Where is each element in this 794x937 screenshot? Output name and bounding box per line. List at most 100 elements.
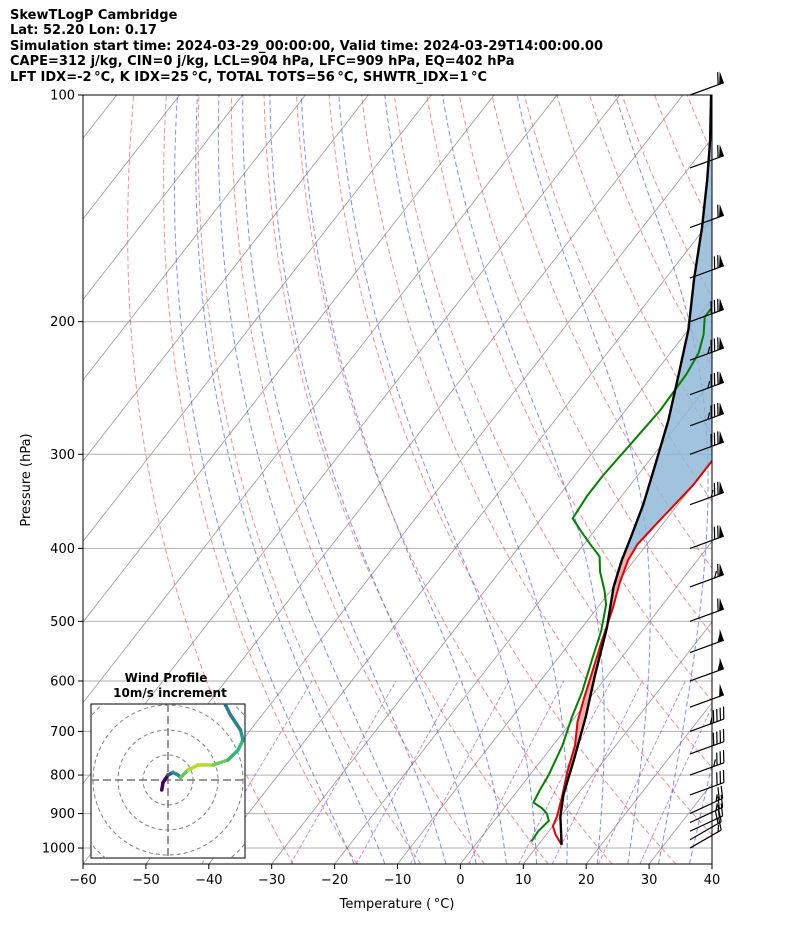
wind-barb	[689, 750, 725, 776]
isotherm-line	[460, 540, 712, 864]
wind-barb	[689, 371, 725, 396]
moist-adiabat-line	[384, 95, 568, 864]
mixing-ratio-line	[201, 680, 313, 864]
chart-title: SkewTLogP Cambridge	[10, 8, 178, 23]
barb-feather	[720, 803, 724, 817]
barb-staff	[689, 694, 725, 708]
wind-barb	[689, 204, 725, 229]
hodograph-title: Wind Profile	[125, 671, 208, 685]
y-tick-label: 500	[50, 615, 75, 630]
barb-flag	[719, 430, 724, 444]
moist-adiabat-line	[195, 95, 386, 864]
y-tick-label: 400	[50, 542, 75, 557]
dry-adiabat-line	[197, 95, 422, 864]
barb-feather	[714, 811, 719, 824]
wind-barb	[689, 71, 725, 96]
cape-line: CAPE=312 j/kg, CIN=0 j/kg, LCL=904 hPa, …	[10, 54, 515, 70]
time-line: Simulation start time: 2024-03-29_00:00:…	[10, 38, 603, 54]
barb-flag	[719, 597, 724, 611]
barb-feather	[707, 380, 711, 389]
hodograph-segment	[226, 748, 240, 762]
barb-flag	[719, 254, 724, 268]
barb-staff	[689, 821, 722, 841]
barb-flag	[719, 402, 724, 416]
wind-barb	[689, 628, 725, 654]
dry-adiabat-line	[263, 95, 549, 864]
wind-barb	[689, 481, 725, 506]
barb-staff	[689, 797, 723, 815]
moist-adiabat-line	[442, 95, 605, 864]
barb-flag	[719, 371, 724, 385]
x-tick-label: 0	[456, 873, 464, 888]
barb-feather	[707, 412, 711, 420]
mixing-ratio-line	[639, 705, 712, 864]
barb-flag	[719, 481, 724, 495]
isotherm-line	[83, 95, 306, 381]
y-tick-label: 1000	[42, 842, 75, 857]
barb-staff	[689, 535, 725, 549]
hodograph-segment	[223, 704, 233, 717]
x-tick-label: −40	[195, 873, 222, 888]
dry-adiabat-line	[393, 95, 712, 769]
y-tick-label: 200	[50, 315, 75, 330]
moist-adiabat-line	[217, 95, 416, 864]
moist-adiabat-line	[174, 95, 355, 864]
y-tick-label: 800	[50, 769, 75, 784]
barb-flag	[719, 657, 724, 671]
index-line: LFT IDX=-2 °C, K IDX=25 °C, TOTAL TOTS=5…	[10, 69, 488, 85]
x-tick-label: −30	[258, 873, 285, 888]
dry-adiabat-line	[785, 95, 794, 864]
barb-flag	[719, 298, 724, 312]
parcel-line	[559, 95, 712, 845]
y-axis-label: Pressure (hPa)	[19, 433, 34, 526]
y-tick-label: 900	[50, 807, 75, 822]
isotherm-line	[83, 95, 243, 301]
x-axis-label: Temperature ( °C)	[339, 897, 455, 912]
x-tick-label: −20	[321, 873, 348, 888]
background-lines	[83, 95, 794, 864]
dry-adiabat-line	[556, 95, 712, 436]
wind-barb	[689, 563, 725, 588]
barb-feather	[718, 817, 722, 831]
y-tick-label: 600	[50, 674, 75, 689]
barb-feather	[720, 785, 724, 799]
mixing-ratio-line	[355, 680, 459, 864]
y-tick-label: 100	[50, 89, 75, 104]
dry-adiabat-line	[230, 95, 485, 864]
barb-flag	[719, 204, 724, 218]
barb-flag	[719, 563, 724, 577]
barb-staff	[689, 608, 725, 622]
cape-area	[625, 95, 712, 550]
isotherm-line	[585, 702, 712, 864]
moist-adiabat-line	[300, 95, 507, 864]
barb-staff	[689, 815, 723, 832]
barb-feather	[715, 794, 718, 802]
x-tick-label: 10	[515, 873, 532, 888]
barb-feather	[717, 663, 721, 671]
barb-flag	[719, 524, 724, 538]
mixing-ratio-line	[410, 680, 510, 864]
chart-header: SkewTLogP Cambridge Lat: 52.20 Lon: 0.17…	[10, 8, 603, 85]
wind-barb	[689, 794, 724, 824]
hodograph-segment	[211, 758, 230, 767]
moist-adiabat-line	[516, 95, 651, 864]
x-tick-label: −10	[384, 873, 411, 888]
barb-feather	[715, 803, 718, 811]
barb-staff	[689, 718, 725, 732]
barb-feather	[717, 804, 720, 818]
hodograph-segment	[186, 763, 200, 772]
x-tick-label: −50	[132, 873, 159, 888]
barb-staff	[689, 829, 722, 849]
barb-feather	[717, 787, 720, 800]
wind-barb	[689, 803, 724, 832]
dry-adiabat-line	[361, 95, 712, 836]
moist-adiabat-line	[269, 95, 477, 864]
isotherm-line	[83, 95, 432, 543]
wind-barb	[689, 524, 725, 549]
dry-adiabat-line	[458, 95, 712, 636]
hodograph-content	[91, 704, 245, 858]
isotherm-line	[271, 298, 712, 864]
dry-adiabat-line	[328, 95, 677, 864]
barb-staff	[689, 741, 725, 755]
